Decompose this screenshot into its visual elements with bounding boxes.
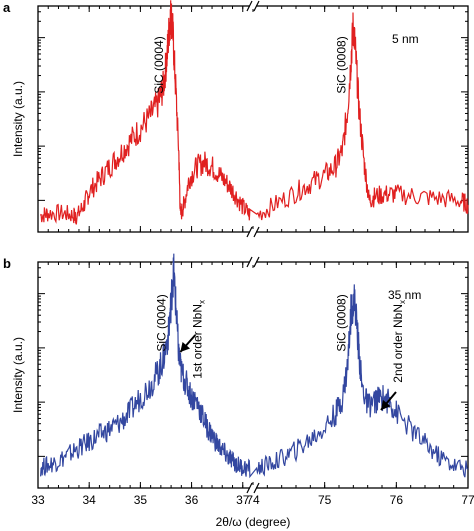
panel-b-letter: b — [3, 256, 11, 271]
panel-a-peak-label-0004: SiC (0004) — [152, 36, 166, 93]
panel-b-xlabel: 2θ/ω (degree) — [216, 515, 291, 529]
axis-break-slash — [246, 226, 253, 238]
panel-a-series-line — [40, 0, 469, 225]
axis-break-gap — [250, 229, 256, 235]
axis-break-marks — [246, 0, 260, 494]
arrow-head-icon — [381, 399, 391, 410]
panel-a: a 5 nm Intensity (a.u.) SiC (0004) SiC (… — [3, 0, 469, 233]
panel-b-thickness-label: 35 nm — [388, 288, 421, 302]
axis-break-gap — [250, 259, 256, 265]
axis-break-gap — [250, 3, 256, 9]
x-tick-label: 74 — [246, 493, 260, 507]
axis-break-gap — [250, 485, 256, 491]
panel-a-letter: a — [3, 0, 11, 15]
panel-a-ylabel: Intensity (a.u.) — [11, 81, 25, 157]
x-tick-label: 35 — [134, 493, 148, 507]
axis-break-slash — [253, 482, 260, 494]
x-tick-label: 77 — [461, 493, 474, 507]
annotation-2nd-order-nbnx: 2nd order NbNx — [391, 300, 407, 383]
axis-break-slash — [253, 226, 260, 238]
axis-break-slash — [253, 256, 260, 268]
x-tick-label: 76 — [390, 493, 404, 507]
arrow-head-icon — [180, 341, 191, 352]
x-tick-label: 75 — [318, 493, 332, 507]
x-tick-label: 33 — [31, 493, 45, 507]
panel-a-peak-label-0008: SiC (0008) — [334, 36, 348, 93]
panel-b-peak-label-0004: SiC (0004) — [155, 294, 169, 351]
annotation-1st-order-nbnx: 1st order NbNx — [190, 300, 206, 379]
axis-break-slash — [246, 0, 253, 12]
panel-b-peak-label-0008: SiC (0008) — [334, 294, 348, 351]
panel-b-ylabel: Intensity (a.u.) — [11, 337, 25, 413]
axis-break-slash — [253, 0, 260, 12]
panel-a-thickness-label: 5 nm — [392, 32, 419, 46]
x-tick-label: 36 — [185, 493, 199, 507]
panel-b-annotation-2nd-order: 2nd order NbNx — [380, 300, 407, 411]
axis-break-slash — [246, 256, 253, 268]
panel-b-annotation-1st-order: 1st order NbNx — [179, 300, 206, 379]
panel-b-series-line — [40, 253, 469, 479]
axis-break-slash — [246, 482, 253, 494]
x-tick-label: 37 — [236, 493, 250, 507]
x-tick-label: 34 — [83, 493, 97, 507]
